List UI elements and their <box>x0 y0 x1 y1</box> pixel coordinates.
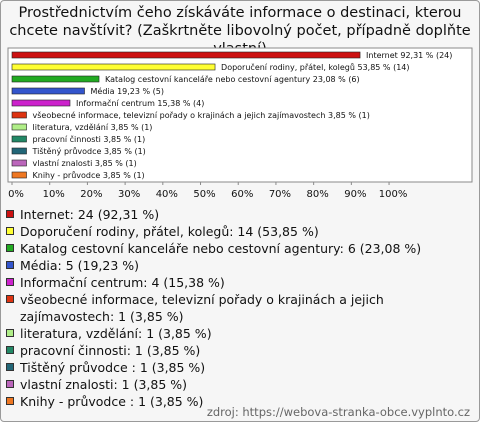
bar <box>11 63 216 71</box>
bar-label: pracovní činnosti 3,85 % (1) <box>33 134 146 144</box>
bar-label: Internet 92,31 % (24) <box>366 51 452 60</box>
bar <box>11 171 27 179</box>
x-tick-label: 10% <box>43 189 65 200</box>
legend-label: literatura, vzdělání: 1 (3,85 %) <box>20 326 212 341</box>
legend-label: Knihy - průvodce : 1 (3,85 %) <box>20 394 204 409</box>
x-tick-label: 60% <box>231 189 253 200</box>
legend-label: Doporučení rodiny, přátel, kolegů: 14 (5… <box>20 224 319 239</box>
legend-label: Informační centrum: 4 (15,38 %) <box>20 275 225 290</box>
legend-entry: literatura, vzdělání: 1 (3,85 %) <box>6 325 472 342</box>
source: zdroj: https://webova-stranka-obce.vypln… <box>206 405 470 419</box>
legend-label: vlastní znalosti: 1 (3,85 %) <box>20 377 188 392</box>
legend-label: Internet: 24 (92,31 %) <box>20 207 160 222</box>
bar <box>11 135 27 143</box>
legend-entry: pracovní činnosti: 1 (3,85 %) <box>6 342 472 359</box>
bar <box>11 51 361 59</box>
legend-entry: Média: 5 (19,23 %) <box>6 257 472 274</box>
legend-swatch <box>6 380 14 388</box>
plot-area <box>7 47 473 183</box>
x-tick-label: 20% <box>80 189 102 200</box>
legend-swatch <box>6 295 14 303</box>
x-tick-label: 0% <box>8 189 24 200</box>
legend-swatch <box>6 346 14 354</box>
legend: Internet: 24 (92,31 %) Doporučení rodiny,… <box>6 206 472 410</box>
bar-label: literatura, vzdělání 3,85 % (1) <box>33 123 153 132</box>
legend-entry: Doporučení rodiny, přátel, kolegů: 14 (5… <box>6 223 472 240</box>
bar <box>11 111 27 119</box>
bar-label: vlastní znalosti 3,85 % (1) <box>33 159 137 168</box>
bar <box>11 87 85 95</box>
bar <box>11 123 27 131</box>
bar <box>11 75 100 83</box>
legend-label: pracovní činnosti: 1 (3,85 %) <box>20 343 201 358</box>
legend-entry: Tištěný průvodce : 1 (3,85 %) <box>6 359 472 376</box>
legend-label: všeobecné informace, televizní pořady o … <box>20 292 384 324</box>
chart-title: Prostřednictvím čeho získáváte informace… <box>9 5 471 57</box>
legend-swatch <box>6 261 14 269</box>
legend-swatch <box>6 329 14 337</box>
legend-swatch <box>6 278 14 286</box>
legend-label: Katalog cestovní kanceláře nebo cestovní… <box>20 241 422 256</box>
bar-label: Média 19,23 % (5) <box>91 86 165 96</box>
legend-label: Média: 5 (19,23 %) <box>20 258 140 273</box>
bar <box>11 147 27 155</box>
x-tick-label: 80% <box>307 189 329 200</box>
legend-swatch <box>6 210 14 218</box>
x-tick-label: 70% <box>269 189 291 200</box>
legend-entry: vlastní znalosti: 1 (3,85 %) <box>6 376 472 393</box>
bar <box>11 99 71 107</box>
legend-entry: Informační centrum: 4 (15,38 %) <box>6 274 472 291</box>
x-tick-label: 40% <box>156 189 178 200</box>
x-tick-label: 50% <box>193 189 215 200</box>
bar <box>11 159 27 167</box>
bar-label: Doporučení rodiny, přátel, kolegů 53,85 … <box>221 62 409 72</box>
legend-swatch <box>6 397 14 405</box>
legend-swatch <box>6 227 14 235</box>
bar-label: všeobecné informace, televizní pořady o … <box>33 110 370 120</box>
bar-label: Katalog cestovní kanceláře nebo cestovní… <box>105 75 360 84</box>
legend-entry: Katalog cestovní kanceláře nebo cestovní… <box>6 240 472 257</box>
x-tick-label: 30% <box>118 189 140 200</box>
legend-swatch <box>6 363 14 371</box>
bar-label: Tištěný průvodce 3,85 % (1) <box>32 146 146 156</box>
legend-entry: všeobecné informace, televizní pořady o … <box>6 291 472 325</box>
bar-label: Informační centrum 15,38 % (4) <box>76 98 204 108</box>
bar-label: Knihy - průvodce 3,85 % (1) <box>33 170 145 180</box>
legend-entry: Internet: 24 (92,31 %) <box>6 206 472 223</box>
legend-swatch <box>6 244 14 252</box>
chart: 0% 10% 20% 30% 40% 50% 60% 70% 80% 90% 100% Interne… <box>7 47 473 200</box>
x-tick-label: 100% <box>379 189 408 200</box>
legend-entry: Knihy - průvodce : 1 (3,85 %) <box>6 393 472 410</box>
x-tick-label: 90% <box>344 189 366 200</box>
legend-label: Tištěný průvodce : 1 (3,85 %) <box>20 360 206 375</box>
